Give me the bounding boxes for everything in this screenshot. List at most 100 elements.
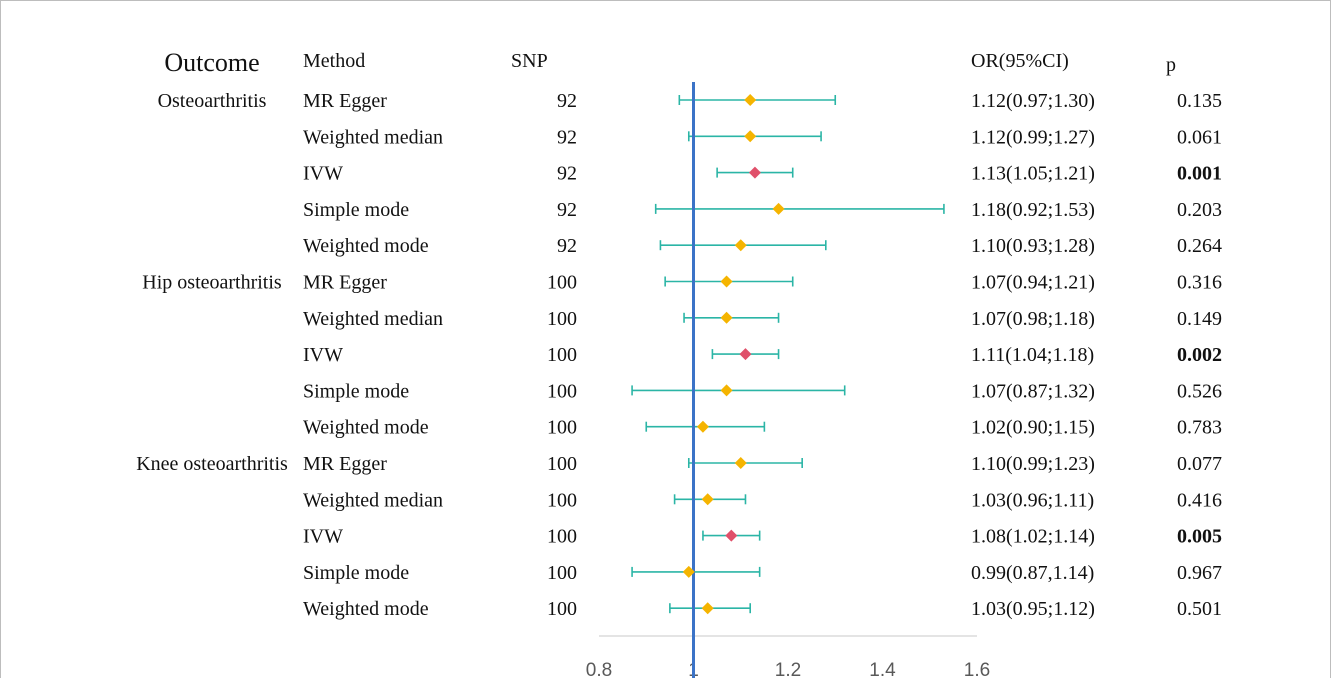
p-value: 0.001 bbox=[1177, 163, 1222, 185]
estimate-marker bbox=[734, 457, 747, 469]
method-label: IVW bbox=[303, 163, 343, 185]
snp-count: 92 bbox=[557, 126, 577, 148]
header-outcome: Outcome bbox=[164, 48, 259, 77]
snp-count: 92 bbox=[557, 199, 577, 221]
snp-count: 100 bbox=[547, 562, 577, 584]
forest-row: Simple mode 100 1.07(0.87;1.32) 0.526 bbox=[303, 380, 1222, 402]
x-tick-label: 1.4 bbox=[869, 660, 896, 678]
or-ci-text: 1.07(0.98;1.18) bbox=[971, 308, 1095, 330]
or-ci-text: 1.03(0.96;1.11) bbox=[971, 489, 1094, 511]
forest-row: Weighted median 100 1.07(0.98;1.18) 0.149 bbox=[303, 308, 1222, 330]
or-ci-text: 1.07(0.87;1.32) bbox=[971, 380, 1095, 402]
method-label: Weighted median bbox=[303, 308, 443, 330]
estimate-marker bbox=[744, 130, 757, 143]
snp-count: 100 bbox=[547, 453, 577, 475]
p-value: 0.135 bbox=[1177, 90, 1222, 112]
x-tick-label: 1.6 bbox=[964, 660, 990, 678]
estimate-marker bbox=[734, 239, 747, 252]
method-label: IVW bbox=[303, 526, 343, 548]
p-value: 0.416 bbox=[1177, 489, 1222, 511]
or-ci-text: 1.12(0.99;1.27) bbox=[971, 126, 1095, 148]
outcome-label: Osteoarthritis bbox=[158, 90, 267, 112]
or-ci-text: 1.03(0.95;1.12) bbox=[971, 598, 1095, 620]
outcome-label: Hip osteoarthritis bbox=[142, 272, 282, 294]
method-label: Simple mode bbox=[303, 380, 409, 402]
x-tick-label: 0.8 bbox=[586, 660, 612, 678]
estimate-marker bbox=[720, 384, 733, 397]
header-p: p bbox=[1166, 54, 1176, 76]
snp-count: 100 bbox=[547, 308, 577, 330]
or-ci-text: 0.99(0.87,1.14) bbox=[971, 562, 1094, 584]
forest-rows: Osteoarthritis MR Egger 92 1.12(0.97;1.30) 0… bbox=[136, 90, 1222, 620]
method-label: MR Egger bbox=[303, 272, 387, 294]
x-axis-ticks: 0.811.21.41.6 bbox=[586, 660, 990, 678]
p-value: 0.316 bbox=[1177, 272, 1222, 294]
forest-row: Simple mode 100 0.99(0.87,1.14) 0.967 bbox=[303, 562, 1222, 584]
method-label: Weighted mode bbox=[303, 598, 429, 620]
forest-row: Weighted mode 92 1.10(0.93;1.28) 0.264 bbox=[303, 235, 1222, 257]
header-or: OR(95%CI) bbox=[971, 50, 1069, 72]
method-label: IVW bbox=[303, 344, 343, 366]
or-ci-text: 1.10(0.99;1.23) bbox=[971, 453, 1095, 475]
estimate-marker bbox=[744, 94, 757, 106]
method-label: Weighted median bbox=[303, 489, 443, 511]
ivw-estimate-marker bbox=[748, 166, 761, 179]
estimate-markers bbox=[682, 94, 785, 615]
forest-row: Weighted median 100 1.03(0.96;1.11) 0.416 bbox=[303, 489, 1222, 511]
header-method: Method bbox=[303, 50, 365, 72]
or-ci-text: 1.11(1.04;1.18) bbox=[971, 344, 1094, 366]
or-ci-text: 1.07(0.94;1.21) bbox=[971, 272, 1095, 294]
estimate-marker bbox=[701, 602, 714, 615]
method-label: Simple mode bbox=[303, 562, 409, 584]
outcome-label: Knee osteoarthritis bbox=[136, 453, 288, 475]
p-value: 0.061 bbox=[1177, 126, 1222, 148]
p-value: 0.501 bbox=[1177, 598, 1222, 620]
or-ci-text: 1.02(0.90;1.15) bbox=[971, 417, 1095, 439]
estimate-marker bbox=[772, 202, 785, 215]
estimate-marker bbox=[682, 565, 695, 578]
forest-row: IVW 100 1.08(1.02;1.14) 0.005 bbox=[303, 526, 1222, 548]
forest-row: Simple mode 92 1.18(0.92;1.53) 0.203 bbox=[303, 199, 1222, 221]
method-label: Weighted median bbox=[303, 126, 443, 148]
snp-count: 100 bbox=[547, 272, 577, 294]
snp-count: 100 bbox=[547, 489, 577, 511]
p-value: 0.967 bbox=[1177, 562, 1222, 584]
or-ci-text: 1.12(0.97;1.30) bbox=[971, 90, 1095, 112]
estimate-marker bbox=[696, 420, 709, 433]
x-tick-label: 1.2 bbox=[775, 660, 801, 678]
or-ci-text: 1.08(1.02;1.14) bbox=[971, 526, 1095, 548]
snp-count: 92 bbox=[557, 235, 577, 257]
snp-count: 92 bbox=[557, 90, 577, 112]
forest-row: Weighted mode 100 1.02(0.90;1.15) 0.783 bbox=[303, 417, 1222, 439]
header-snp: SNP bbox=[511, 50, 548, 72]
forest-row: IVW 92 1.13(1.05;1.21) 0.001 bbox=[303, 163, 1222, 185]
forest-row: Hip osteoarthritis MR Egger 100 1.07(0.94;1… bbox=[142, 272, 1222, 294]
forest-row: Knee osteoarthritis MR Egger 100 1.10(0.99;… bbox=[136, 453, 1222, 475]
snp-count: 100 bbox=[547, 526, 577, 548]
method-label: Simple mode bbox=[303, 199, 409, 221]
snp-count: 100 bbox=[547, 598, 577, 620]
method-label: Weighted mode bbox=[303, 417, 429, 439]
p-value: 0.783 bbox=[1177, 417, 1222, 439]
estimate-marker bbox=[701, 493, 714, 506]
snp-count: 100 bbox=[547, 344, 577, 366]
p-value: 0.203 bbox=[1177, 199, 1222, 221]
p-value: 0.002 bbox=[1177, 344, 1222, 366]
method-label: MR Egger bbox=[303, 90, 387, 112]
or-ci-text: 1.13(1.05;1.21) bbox=[971, 163, 1095, 185]
p-value: 0.005 bbox=[1177, 526, 1222, 548]
estimate-marker bbox=[720, 311, 733, 324]
snp-count: 100 bbox=[547, 417, 577, 439]
p-value: 0.149 bbox=[1177, 308, 1222, 330]
or-ci-text: 1.18(0.92;1.53) bbox=[971, 199, 1095, 221]
snp-count: 92 bbox=[557, 163, 577, 185]
snp-count: 100 bbox=[547, 380, 577, 402]
estimate-marker bbox=[720, 275, 733, 288]
p-value: 0.264 bbox=[1177, 235, 1222, 257]
method-label: Weighted mode bbox=[303, 235, 429, 257]
ivw-estimate-marker bbox=[725, 529, 738, 542]
method-label: MR Egger bbox=[303, 453, 387, 475]
forest-row: Osteoarthritis MR Egger 92 1.12(0.97;1.30) 0… bbox=[158, 90, 1222, 112]
forest-row: Weighted median 92 1.12(0.99;1.27) 0.061 bbox=[303, 126, 1222, 148]
